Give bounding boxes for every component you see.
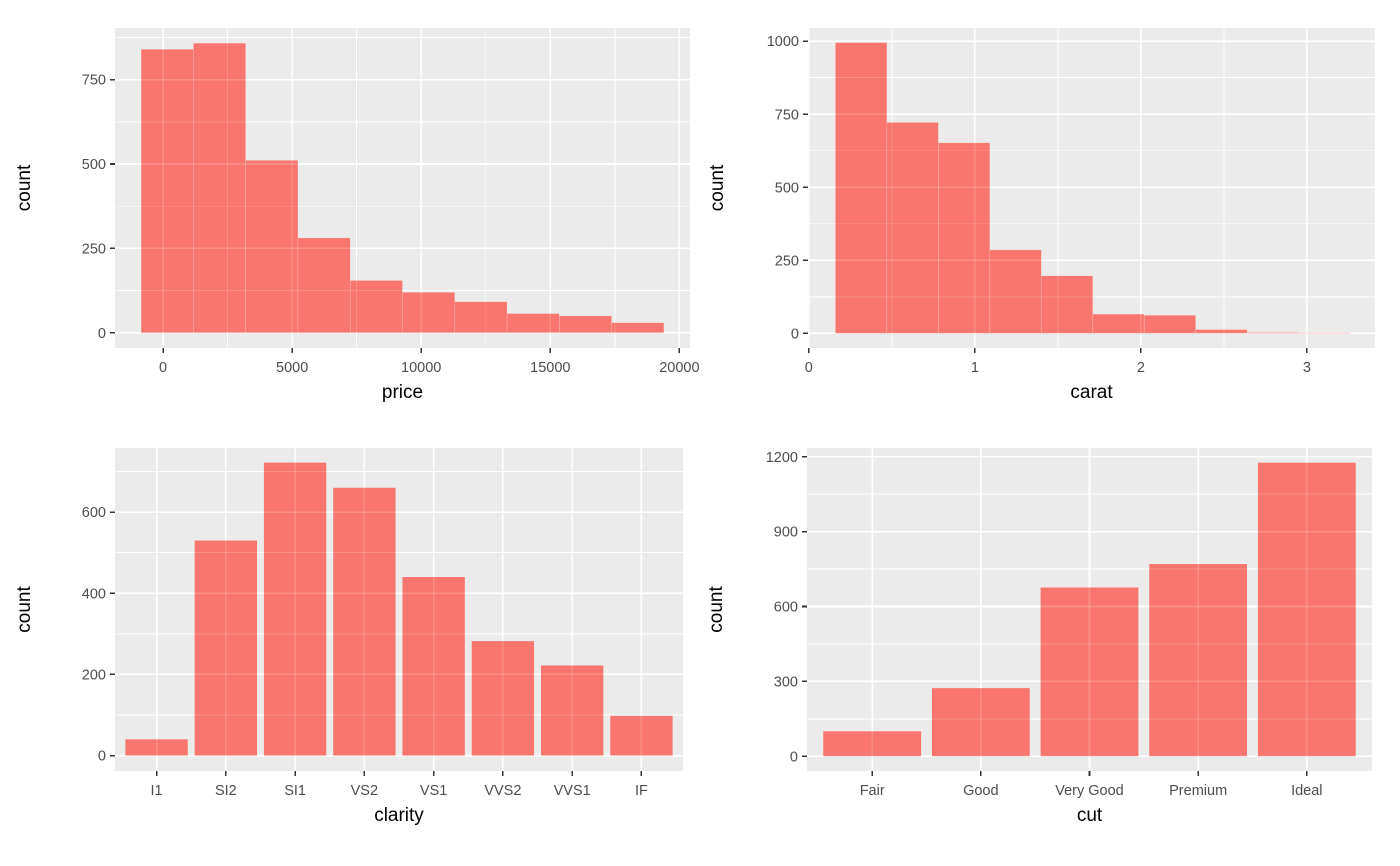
price-histogram: 0 5000 10000 15000 20000 0 250 500 750 price count [14,28,700,403]
bar [263,462,327,756]
histogram-bar [886,122,939,334]
chart-cell-cut: Fair Good Very Good Premium Ideal 0 300 600 900 1… [700,433,1400,866]
x-tick-label: 1 [971,360,979,376]
y-tick-label: 500 [775,180,799,196]
y-axis-title: count [706,586,727,633]
y-tick-label: 300 [774,674,798,690]
histogram-bar [835,42,888,334]
x-tick-label: 0 [159,360,167,376]
histogram-bar [297,237,351,334]
bar [610,715,673,756]
x-tick-label: IF [635,783,648,799]
bar [125,739,188,756]
y-axis-title: count [14,586,35,633]
y-tick-label: 400 [82,586,106,602]
x-tick-label: 15000 [530,360,570,376]
bar [471,641,535,756]
y-axis-title: count [14,164,35,211]
histogram-bar [506,313,560,334]
y-tick-label: 0 [791,326,799,342]
histogram-bar [611,322,665,334]
histogram-bar [193,42,246,334]
x-tick-label: 0 [805,360,813,376]
cut-bar-chart: Fair Good Very Good Premium Ideal 0 300 600 900 1… [706,448,1372,826]
histogram-bar [1143,314,1196,334]
histogram-bar [454,301,508,334]
x-tick-label: 20000 [659,360,699,376]
histogram-bar [140,48,194,334]
histogram-bar [1298,332,1351,334]
x-tick-label: SI1 [284,783,306,799]
x-tick-label: Ideal [1291,783,1322,799]
bar [333,487,396,756]
x-tick-label: Very Good [1055,783,1124,799]
clarity-bar-chart: I1 SI2 SI1 VS2 VS1 VVS2 VVS1 IF 0 200 400 600 clarit… [14,448,683,826]
bar [194,540,257,756]
x-tick-label: Premium [1169,783,1227,799]
carat-histogram: 0 1 2 3 0 250 500 750 1000 carat count [707,28,1375,403]
y-tick-label: 500 [82,157,106,173]
y-tick-label: 600 [82,505,106,521]
x-axis-title: carat [1070,382,1113,403]
bar [1257,462,1356,757]
y-axis-title: count [707,164,728,211]
x-tick-label: Fair [860,783,885,799]
y-tick-label: 600 [774,600,798,616]
histogram-bar [349,280,403,334]
bar [402,577,465,756]
x-axis-title: cut [1077,805,1103,826]
y-tick-label: 200 [82,667,106,683]
bar [823,731,922,757]
bar [1040,587,1139,757]
x-tick-label: VVS1 [554,783,591,799]
x-axis-title: price [382,382,423,403]
bar [1149,564,1248,757]
x-tick-label: 10000 [401,360,441,376]
histogram-bar [245,160,299,334]
chart-cell-price: 0 5000 10000 15000 20000 0 250 500 750 price count [0,0,700,433]
y-tick-label: 0 [98,326,106,342]
y-tick-label: 0 [98,749,106,765]
y-tick-label: 0 [790,749,798,765]
histogram-bar [1092,313,1145,334]
chart-cell-clarity: I1 SI2 SI1 VS2 VS1 VVS2 VVS1 IF 0 200 400 600 clarit… [0,433,700,866]
chart-cell-carat: 0 1 2 3 0 250 500 750 1000 carat count [700,0,1400,433]
x-tick-label: SI2 [215,783,237,799]
y-tick-label: 1200 [766,450,798,466]
histogram-bar [402,292,456,334]
y-tick-label: 250 [775,253,799,269]
x-tick-label: VVS2 [484,783,521,799]
y-tick-label: 750 [82,73,106,89]
histogram-bar [938,142,991,334]
bar [541,665,604,756]
histogram-bar [1040,275,1094,334]
y-tick-label: 750 [775,107,799,123]
x-tick-label: VS1 [420,783,447,799]
bar [931,688,1030,757]
x-tick-label: 2 [1137,360,1145,376]
histogram-bar [559,315,612,334]
y-tick-label: 900 [774,525,798,541]
x-tick-label: Good [963,783,998,799]
x-tick-label: VS2 [351,783,378,799]
x-tick-label: 5000 [276,360,308,376]
x-tick-label: I1 [151,783,163,799]
x-axis-title: clarity [374,805,424,826]
histogram-bar [1195,329,1248,334]
y-tick-label: 250 [82,241,106,257]
histogram-bar [989,249,1042,334]
y-tick-label: 1000 [767,34,799,50]
x-tick-label: 3 [1303,360,1311,376]
